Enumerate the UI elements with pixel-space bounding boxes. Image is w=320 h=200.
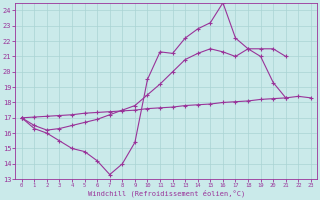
X-axis label: Windchill (Refroidissement éolien,°C): Windchill (Refroidissement éolien,°C) xyxy=(88,190,245,197)
